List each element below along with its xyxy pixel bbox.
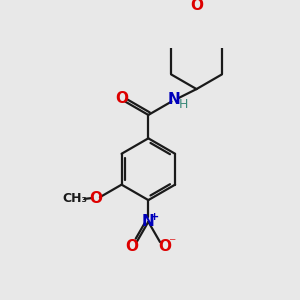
Text: H: H	[178, 98, 188, 111]
Text: +: +	[149, 212, 159, 222]
Text: ⁻: ⁻	[168, 236, 176, 250]
Text: CH₃: CH₃	[62, 192, 87, 205]
Text: N: N	[142, 214, 155, 229]
Text: O: O	[125, 239, 138, 254]
Text: O: O	[158, 239, 172, 254]
Text: O: O	[116, 91, 128, 106]
Text: O: O	[89, 190, 102, 206]
Text: O: O	[190, 0, 203, 13]
Text: N: N	[168, 92, 180, 107]
